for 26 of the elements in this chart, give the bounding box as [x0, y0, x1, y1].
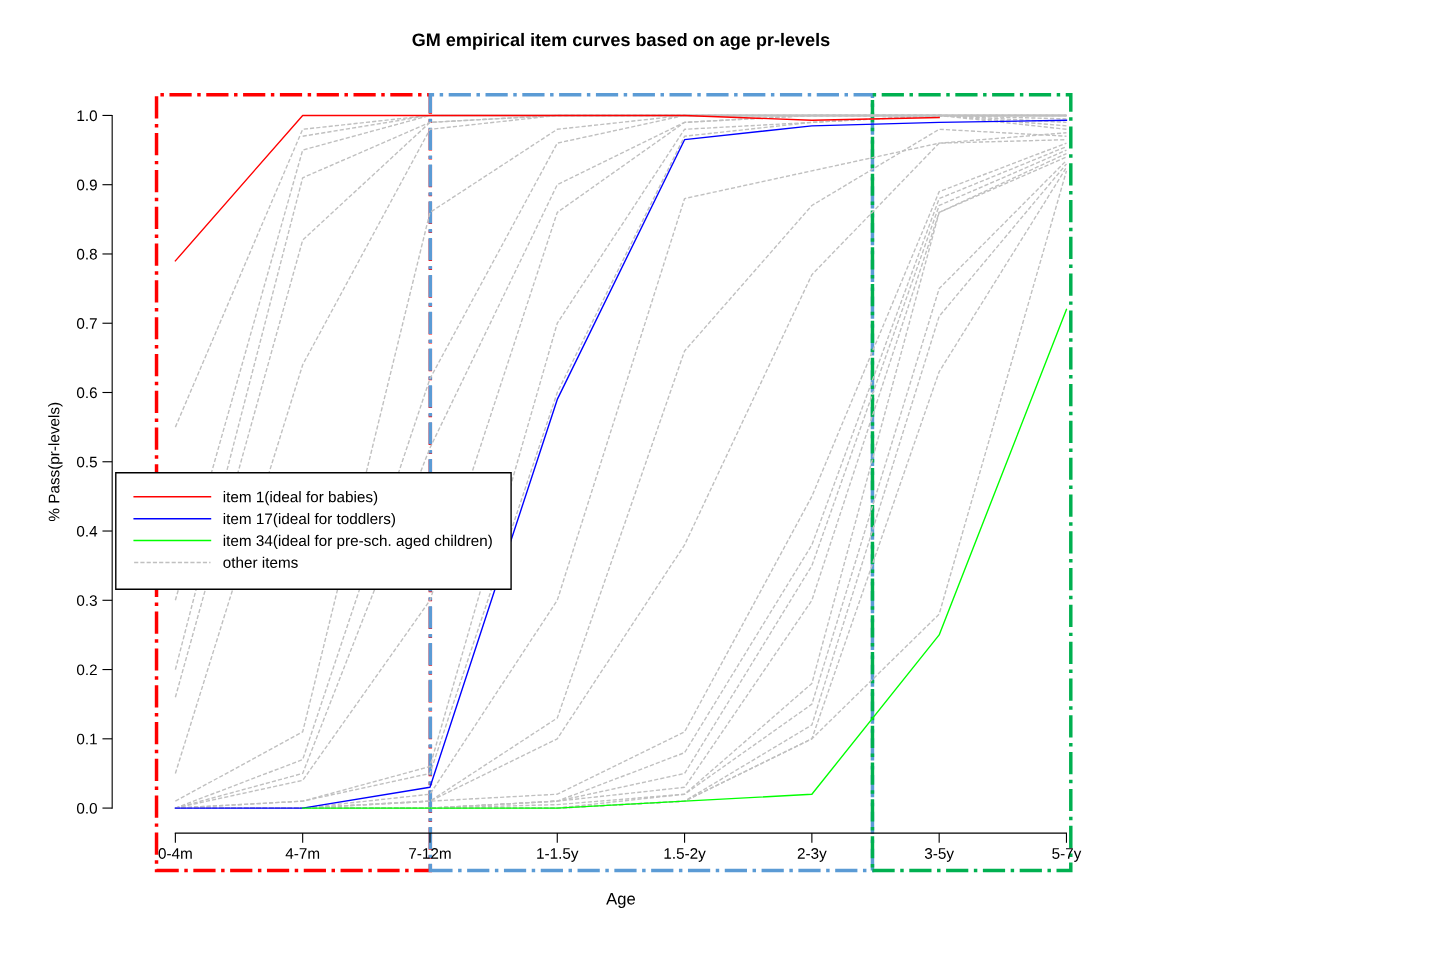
legend-label: item 17(ideal for toddlers) — [223, 512, 396, 528]
x-tick-label: 7-12m — [409, 848, 451, 859]
y-tick-label: 0.5 — [76, 456, 97, 468]
y-tick-label: 0.3 — [76, 595, 97, 606]
y-tick-label: 1.0 — [77, 110, 97, 122]
legend-label: item 1(ideal for babies) — [223, 491, 378, 506]
legend-label: other items — [223, 556, 298, 568]
x-tick-label: 0-4m — [158, 848, 192, 859]
x-tick-label: 3-5y — [924, 848, 954, 862]
y-tick-label: 0.4 — [76, 525, 98, 537]
y-tick-label: 0.0 — [76, 802, 97, 814]
y-tick-label: 0.2 — [76, 664, 97, 676]
x-tick-label: 1.5-2y — [664, 848, 706, 862]
x-tick-label: 4-7m — [285, 848, 320, 859]
y-tick-label: 0.7 — [76, 318, 97, 329]
y-tick-label: 0.6 — [76, 387, 97, 399]
legend-label: item 34(ideal for pre-sch. aged children) — [223, 534, 492, 550]
y-axis-title: % Pass(pr-levels) — [48, 402, 63, 522]
x-tick-label: 5-7y — [1052, 848, 1082, 862]
y-tick-label: 0.8 — [76, 248, 97, 260]
x-tick-label: 2-3y — [797, 848, 827, 862]
y-tick-label: 0.9 — [76, 179, 97, 191]
x-axis-title: Age — [606, 893, 636, 908]
chart-title: GM empirical item curves based on age pr-levels — [412, 32, 830, 50]
y-tick-label: 0.1 — [76, 733, 97, 745]
x-tick-label: 1-1.5y — [537, 848, 579, 862]
